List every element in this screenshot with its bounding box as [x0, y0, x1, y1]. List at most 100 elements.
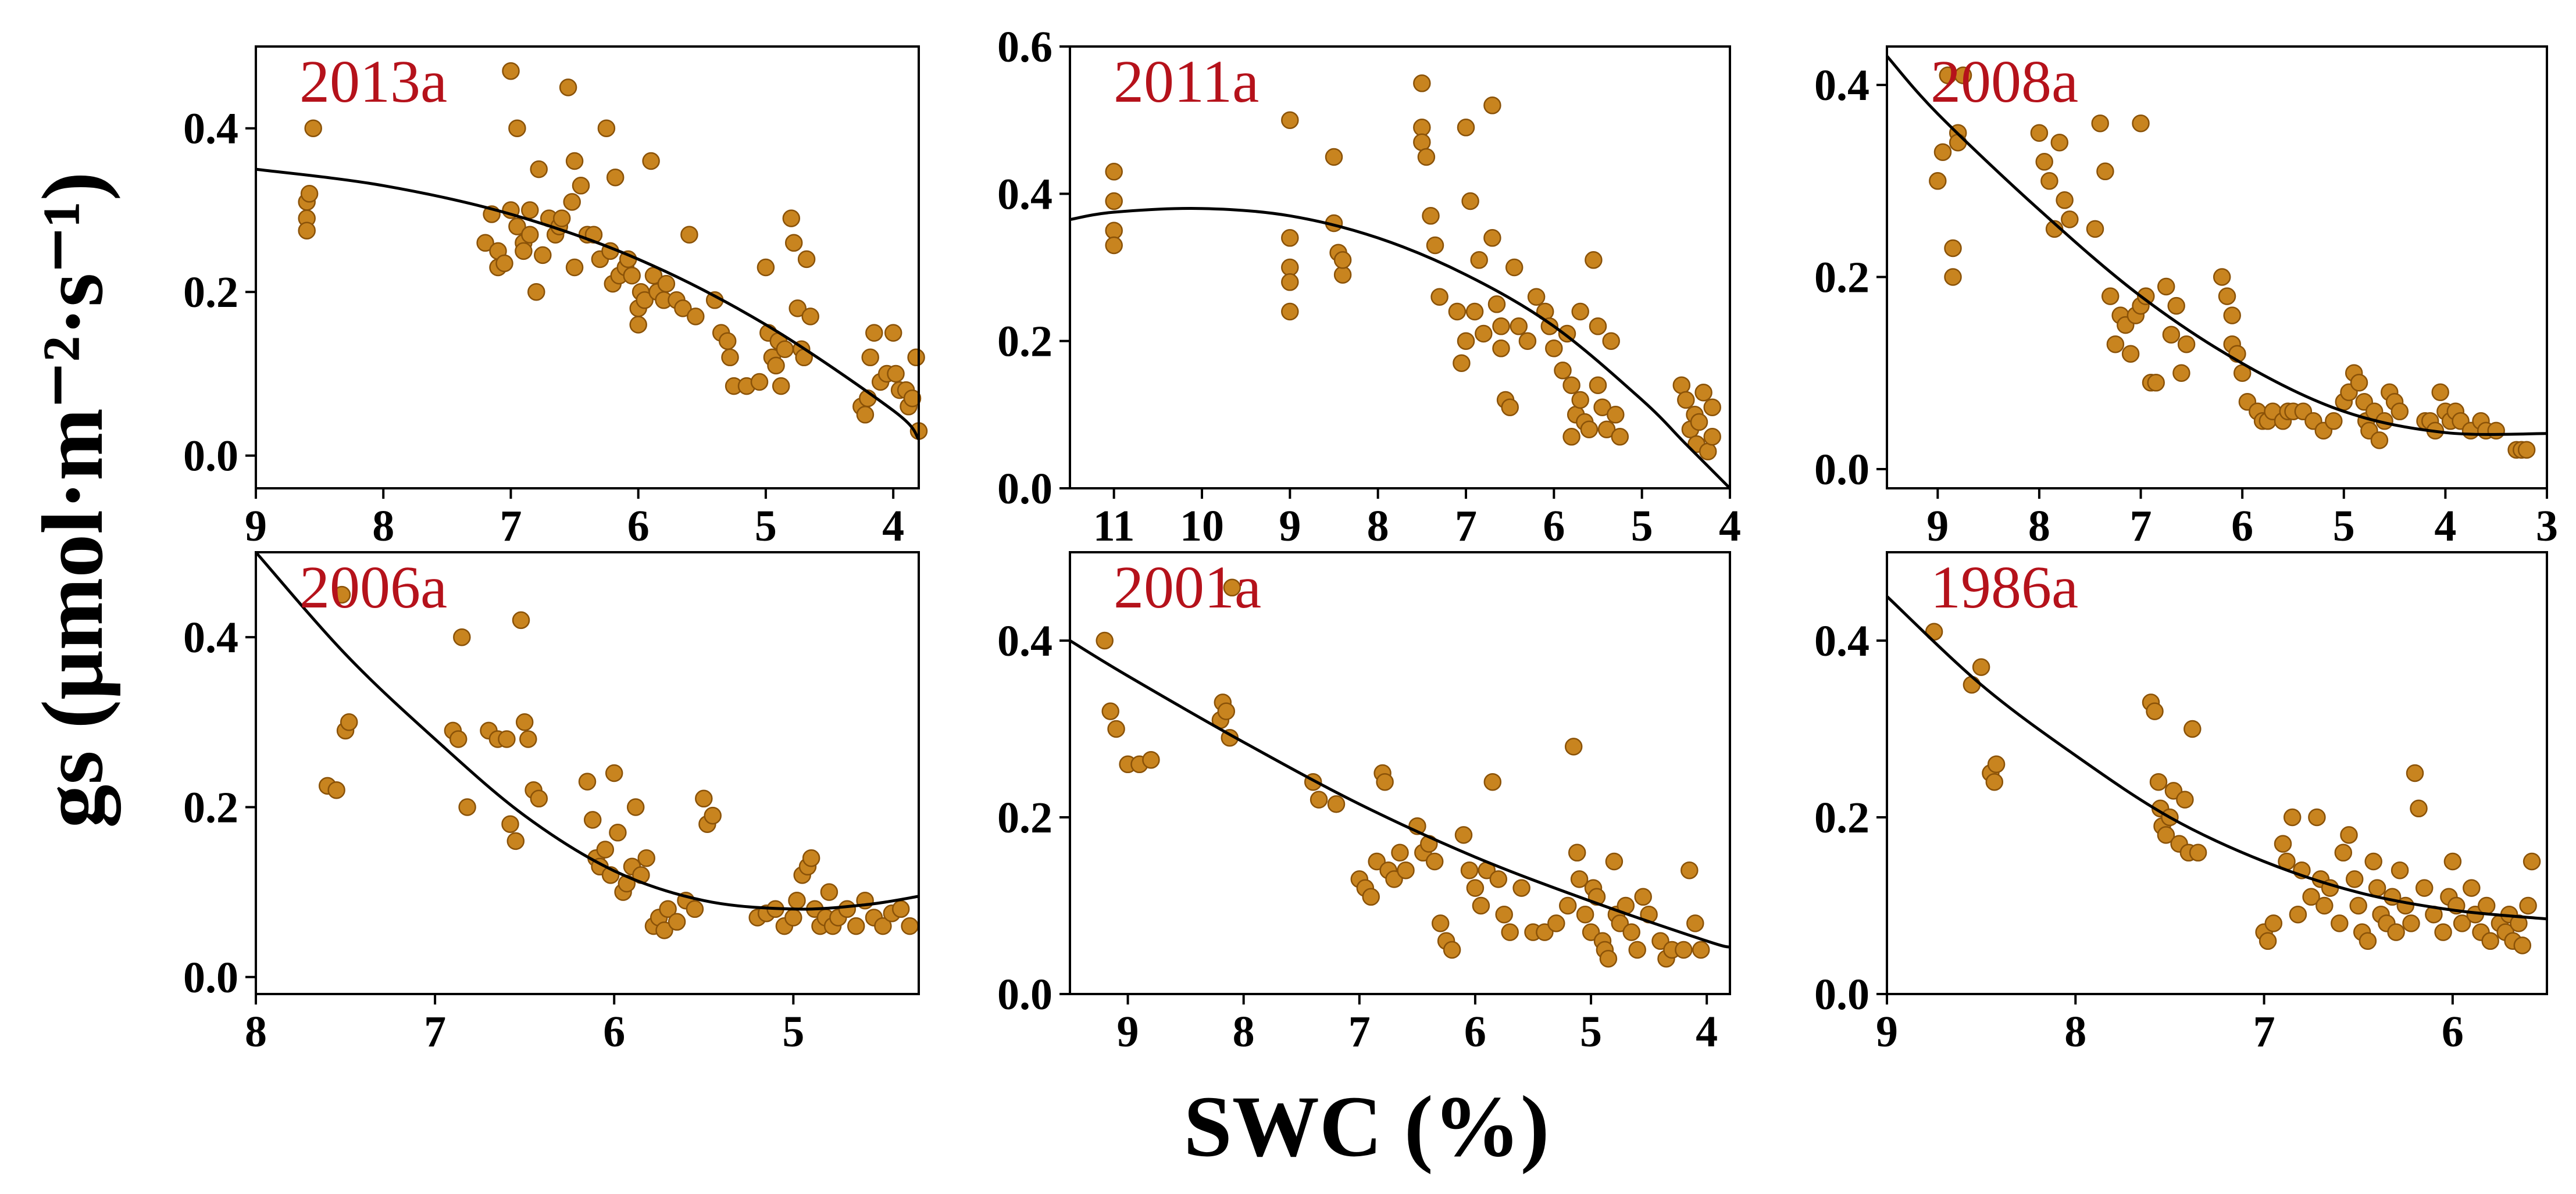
data-point — [687, 308, 705, 326]
data-point — [907, 348, 925, 367]
data-point — [1281, 258, 1299, 277]
data-point — [508, 119, 526, 137]
y-tick-label: 0.4 — [1814, 61, 1869, 110]
data-point — [1593, 398, 1611, 416]
data-point — [1466, 879, 1485, 897]
data-point — [1492, 317, 1510, 335]
data-point — [1564, 738, 1583, 756]
data-point — [865, 324, 883, 342]
y-tick-label: 0.4 — [997, 170, 1052, 219]
data-point — [1570, 870, 1589, 888]
data-point — [718, 332, 737, 350]
data-point — [2274, 835, 2292, 853]
data-point — [642, 152, 660, 170]
data-point — [2223, 306, 2241, 324]
data-point — [838, 900, 857, 918]
data-point — [2183, 720, 2202, 738]
y-tick-label: 0.0 — [1814, 445, 1869, 494]
panel-title: 2013a — [299, 48, 447, 115]
data-point — [1327, 795, 1346, 813]
x-tick-label: 7 — [2130, 502, 2152, 550]
data-point — [2149, 773, 2168, 791]
data-point — [901, 917, 919, 935]
data-point — [2364, 852, 2382, 871]
data-point — [1571, 391, 1589, 409]
data-point — [2477, 896, 2496, 915]
data-point — [515, 242, 533, 260]
data-point — [2189, 843, 2207, 862]
data-point — [1492, 339, 1510, 358]
data-point — [502, 62, 520, 80]
data-point — [1483, 773, 1502, 791]
data-point — [1457, 119, 1475, 137]
data-point — [1611, 428, 1629, 446]
data-point — [1461, 192, 1479, 210]
data-point — [1540, 317, 1559, 335]
data-point — [298, 221, 316, 239]
x-tick-label: 8 — [1367, 502, 1389, 550]
data-point — [2487, 421, 2505, 440]
data-point — [1223, 578, 1241, 597]
y-tick-label: 0.0 — [183, 953, 238, 1002]
data-point — [1518, 332, 1537, 350]
data-point — [788, 891, 806, 910]
data-point — [530, 789, 548, 808]
data-point — [1628, 941, 1646, 959]
data-point — [1699, 442, 1717, 460]
data-point — [2349, 896, 2367, 915]
data-point — [2463, 879, 2481, 897]
data-point — [2132, 114, 2150, 133]
data-point — [1622, 923, 1640, 941]
data-point — [629, 316, 647, 334]
data-point — [2289, 905, 2307, 924]
panel-title: 2011a — [1114, 48, 1259, 115]
data-point — [1510, 317, 1528, 335]
y-tick-label: 0.2 — [183, 783, 238, 832]
x-tick-label: 5 — [755, 502, 777, 550]
data-point — [2331, 914, 2349, 932]
data-point — [1597, 420, 1616, 438]
data-point — [2157, 277, 2175, 296]
data-point — [1426, 236, 1444, 255]
data-point — [1443, 941, 1461, 959]
data-point — [340, 713, 358, 731]
data-point — [847, 917, 865, 935]
data-point — [1987, 755, 2006, 774]
data-point — [1501, 398, 1519, 416]
panel-2013a: 9 8 7 6 5 4 0.0 0.2 0.4 2013a — [183, 45, 928, 550]
data-point — [449, 730, 468, 748]
panel-title: 2001a — [1114, 554, 1261, 621]
data-point — [856, 406, 875, 424]
data-point — [1675, 941, 1693, 959]
data-point — [458, 798, 476, 816]
data-point — [1454, 826, 1473, 844]
y-tick-label: 0.2 — [997, 317, 1052, 366]
data-point — [2513, 936, 2532, 955]
data-point — [637, 849, 655, 867]
data-point — [1611, 914, 1629, 932]
data-point — [1589, 376, 1607, 394]
data-point — [1430, 288, 1448, 306]
data-point — [1605, 852, 1624, 871]
data-point — [1362, 888, 1380, 906]
data-point — [1385, 870, 1403, 888]
data-point — [2121, 345, 2140, 363]
panel-1986a: 9 8 7 6 0.0 0.2 0.4 1986a — [1814, 551, 2548, 1056]
data-point — [797, 250, 816, 269]
data-point — [530, 160, 548, 178]
data-point — [2101, 287, 2120, 305]
data-point — [1105, 221, 1123, 239]
panel-2011a: 11 10 9 8 7 6 5 4 0.0 0.2 0.4 0.6 2011a — [997, 23, 1741, 550]
data-point — [2406, 764, 2424, 782]
data-point — [2086, 220, 2104, 238]
data-point — [508, 217, 526, 235]
data-point — [2325, 412, 2343, 430]
data-point — [2453, 914, 2471, 932]
data-point — [655, 921, 673, 939]
data-point — [1694, 384, 1712, 402]
data-point — [820, 883, 839, 901]
data-point — [2391, 402, 2409, 421]
data-point — [686, 900, 704, 918]
x-tick-label: 8 — [2028, 502, 2050, 550]
data-point — [2517, 441, 2536, 459]
